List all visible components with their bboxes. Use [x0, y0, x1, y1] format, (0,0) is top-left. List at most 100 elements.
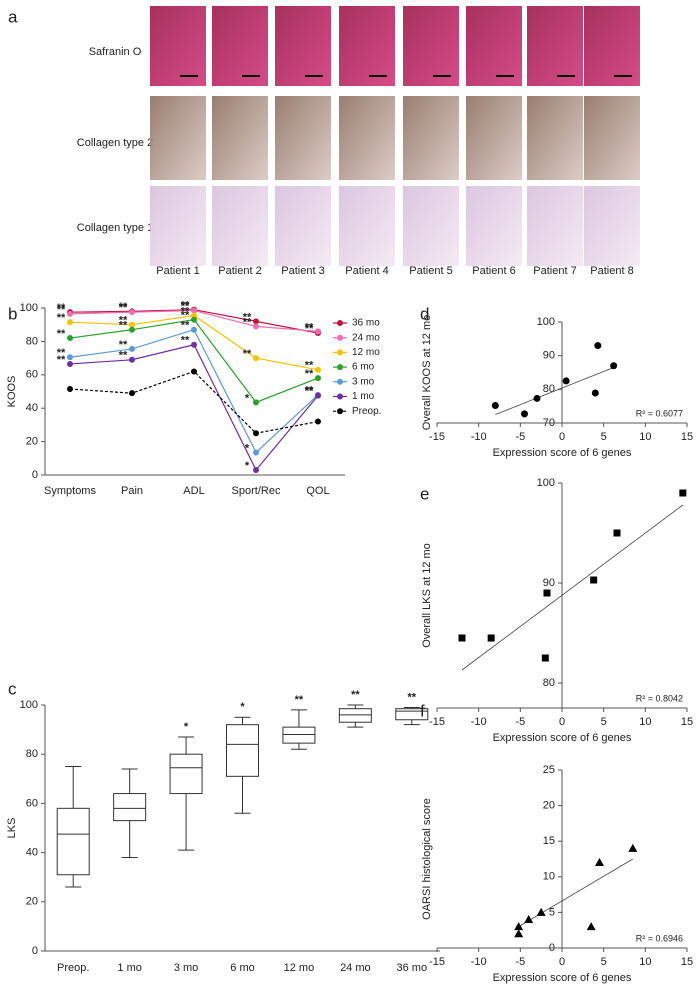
- row-label: Safranin O: [89, 46, 142, 58]
- histology-image: [339, 96, 395, 180]
- data-point: [679, 489, 687, 497]
- x-axis-label: Expression score of 6 genes: [493, 732, 632, 744]
- legend-marker: [337, 393, 343, 400]
- row-label: Collagen type 2: [77, 137, 153, 149]
- data-point: [315, 366, 321, 373]
- y-tick-label: 100: [537, 477, 555, 489]
- panel-label: e: [420, 484, 429, 503]
- data-point: [590, 576, 598, 584]
- significance-mark: **: [119, 339, 128, 351]
- significance-mark: **: [181, 300, 190, 312]
- x-tick-label: Sport/Rec: [232, 485, 281, 497]
- annotation: R² = 0.6077: [636, 408, 683, 418]
- significance-mark: *: [240, 701, 245, 713]
- histology-image: [150, 6, 206, 86]
- data-point: [191, 307, 197, 314]
- histology-image: [466, 186, 522, 266]
- y-tick-label: 20: [26, 436, 38, 448]
- data-point: [610, 362, 618, 370]
- significance-mark: *: [245, 442, 250, 454]
- legend-label: 36 mo: [352, 318, 380, 329]
- data-point: [521, 410, 528, 418]
- x-tick-label: -15: [429, 716, 445, 728]
- significance-mark: **: [351, 689, 360, 701]
- significance-mark: **: [181, 310, 190, 322]
- significance-mark: **: [57, 347, 66, 359]
- histology-image: [275, 186, 331, 266]
- significance-mark: **: [305, 368, 314, 380]
- annotation: R² = 0.6946: [636, 933, 683, 943]
- data-point: [594, 342, 602, 350]
- histology-image: [212, 186, 268, 266]
- x-tick-label: QOL: [306, 485, 329, 497]
- x-tick-label: 5: [601, 716, 607, 728]
- histology-image: [212, 6, 268, 86]
- data-point: [253, 399, 259, 406]
- x-axis-label: Expression score of 6 genes: [493, 447, 632, 459]
- column-label: Patient 7: [533, 265, 576, 277]
- annotation: R² = 0.8042: [636, 693, 683, 703]
- histology-image: [339, 186, 395, 266]
- panel-label: c: [8, 679, 17, 698]
- histology-image: [212, 96, 268, 180]
- data-point: [67, 354, 73, 361]
- column-label: Patient 3: [281, 265, 324, 277]
- y-tick-label: 20: [543, 800, 555, 812]
- histology-image: [275, 6, 331, 86]
- fit-line: [495, 367, 614, 415]
- column-label: Patient 4: [345, 265, 388, 277]
- y-tick-label: 0: [32, 469, 38, 481]
- y-tick-label: 90: [543, 350, 555, 362]
- data-point: [253, 318, 259, 325]
- fit-line: [518, 858, 634, 927]
- y-tick-label: 15: [543, 835, 555, 847]
- column-label: Patient 2: [218, 265, 261, 277]
- x-tick-label: -10: [471, 431, 487, 443]
- y-tick-label: 100: [20, 699, 38, 711]
- data-point: [253, 449, 259, 456]
- y-axis-label: OARSI histological score: [421, 798, 433, 920]
- y-tick-label: 0: [32, 945, 38, 957]
- series-line: [69, 344, 319, 472]
- data-point: [315, 392, 321, 399]
- significance-mark: **: [119, 315, 128, 327]
- significance-mark: **: [119, 320, 128, 332]
- data-point: [67, 360, 73, 367]
- y-tick-label: 40: [26, 402, 38, 414]
- data-point: [533, 394, 541, 402]
- data-point: [458, 634, 466, 642]
- x-tick-label: -5: [515, 716, 525, 728]
- x-tick-label: -5: [515, 431, 525, 443]
- x-tick-label: 0: [559, 431, 565, 443]
- legend-marker: [337, 378, 343, 385]
- box: [56, 807, 90, 876]
- x-tick-label: Symptoms: [44, 485, 96, 497]
- histology-image: [527, 186, 583, 266]
- panel-label: a: [8, 7, 18, 26]
- histology-image: [339, 6, 395, 86]
- x-tick-label: 0: [559, 716, 565, 728]
- data-point: [253, 355, 259, 362]
- x-tick-label: 10: [639, 431, 651, 443]
- x-tick-label: Pain: [121, 485, 143, 497]
- histology-image: [584, 96, 640, 180]
- y-tick-label: 80: [26, 748, 38, 760]
- significance-mark: **: [305, 385, 314, 397]
- significance-mark: *: [245, 392, 250, 404]
- significance-mark: **: [57, 328, 66, 340]
- data-point: [524, 915, 534, 924]
- data-point: [191, 312, 197, 319]
- significance-mark: **: [181, 305, 190, 317]
- data-point: [543, 589, 551, 597]
- panel-label: f: [420, 701, 425, 720]
- y-tick-label: 100: [20, 302, 38, 314]
- legend-marker: [337, 320, 343, 326]
- histology-image: [150, 186, 206, 266]
- box: [395, 708, 429, 721]
- x-tick-label: 15: [681, 956, 693, 968]
- data-point: [487, 634, 495, 642]
- x-tick-label: 10: [639, 956, 651, 968]
- x-tick-label: 24 mo: [340, 962, 371, 974]
- y-tick-label: 60: [26, 797, 38, 809]
- y-tick-label: 90: [543, 577, 555, 589]
